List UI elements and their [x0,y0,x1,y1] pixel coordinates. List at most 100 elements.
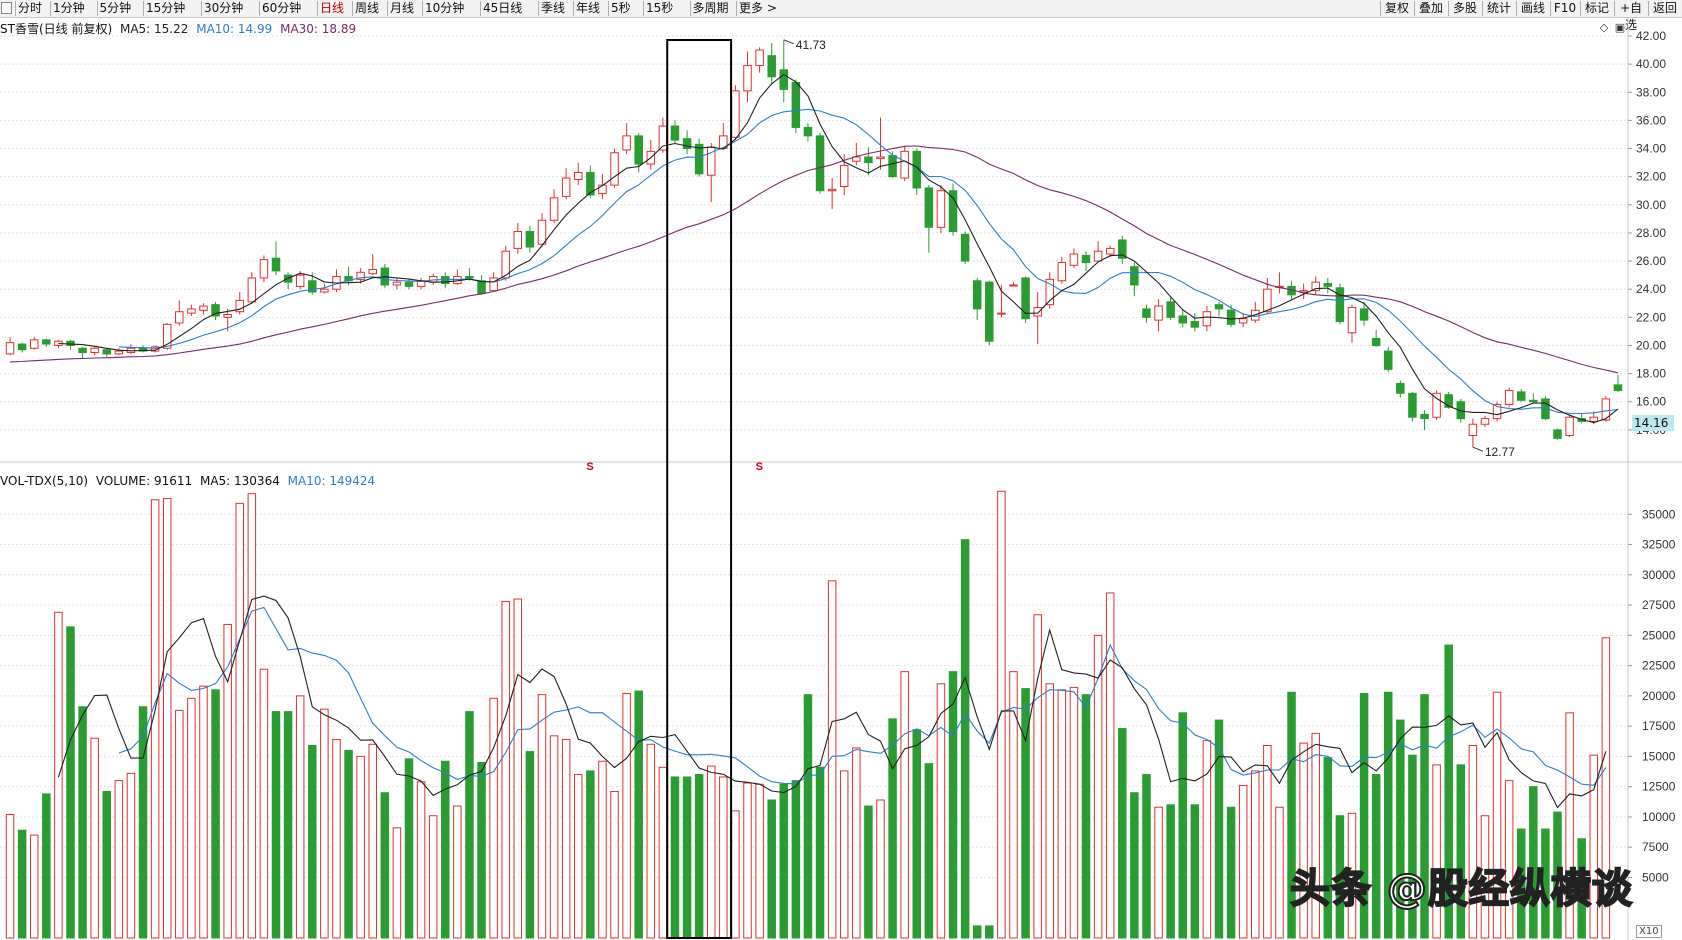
toolbar-button-2[interactable]: 多股 [1452,1,1477,15]
toolbar-separator [1516,1,1517,16]
toolbar-separator [1648,1,1649,16]
diamond-icon[interactable]: ◇ [1599,21,1609,34]
candle-body [199,305,208,311]
candle-body [223,314,232,318]
price-tick-label: 20.00 [1636,338,1666,352]
candle-body [211,304,220,317]
volume-bar [525,751,535,939]
volume-bar [1275,806,1284,939]
volume-bar [114,780,124,939]
candle-body [791,81,801,128]
candle-body [694,143,704,175]
period-tab-13[interactable]: 5秒 [611,1,631,15]
volume-bar [1105,592,1115,939]
volume-bar [1118,728,1127,939]
volume-bar [682,776,692,939]
volume-legend: VOL-TDX(5,10) VOLUME: 91611 MA5: 130364 … [0,474,379,488]
toolbar-separator [1550,1,1551,16]
volume-bar [308,745,317,939]
period-tab-3[interactable]: 15分钟 [146,1,186,15]
volume-bar [1033,614,1042,939]
dividend-marker: S [586,461,593,473]
candle-body [501,250,510,279]
candle-body [1311,281,1320,292]
toolbar-separator [608,1,609,16]
volume-bar [1057,689,1067,939]
period-tab-0[interactable]: 分时 [18,1,43,15]
period-tab-16[interactable]: 更多 > [739,1,777,15]
volume-bar [658,766,668,939]
volume-bar [489,697,498,939]
period-tab-10[interactable]: 45日线 [483,1,523,15]
volume-tick-label: 22500 [1642,659,1676,673]
volume-bar [827,580,837,939]
candle-body [561,177,571,197]
candle-body [1432,392,1441,418]
volume-bar [1093,634,1103,939]
period-tab-5[interactable]: 60分钟 [262,1,302,15]
maximize-icon[interactable]: ▣ [1614,21,1626,34]
period-tab-4[interactable]: 30分钟 [204,1,244,15]
period-tab-9[interactable]: 10分钟 [425,1,465,15]
candle-body [1154,305,1163,321]
candle-body [574,171,583,180]
candle-body [1480,418,1490,425]
candle-body [90,347,99,353]
volume-bar [622,692,631,939]
zoom-label[interactable]: X10 [1636,925,1662,938]
volume-bar [852,747,861,939]
volume-bar [706,765,716,939]
candle-body [295,274,305,287]
period-tab-12[interactable]: 年线 [576,1,601,15]
period-tab-11[interactable]: 季线 [541,1,566,15]
volume-bar [1553,811,1562,939]
watermark: 头条 @股经纵横谈 [1289,865,1633,913]
period-tab-8[interactable]: 月线 [390,1,415,15]
candle-body [924,187,934,228]
candle-body [150,346,160,352]
toolbar-separator [143,1,144,16]
volume-bar [138,706,148,939]
candle-body [1118,239,1127,259]
volume-tick-label: 27500 [1642,598,1676,612]
candle-body [1444,394,1453,408]
candle-body [682,138,692,150]
toolbar-button-0[interactable]: 复权 [1384,1,1409,15]
toolbar-button-4[interactable]: 画线 [1520,1,1545,15]
period-tab-15[interactable]: 多周期 [692,1,729,15]
candle-body [1565,416,1574,436]
volume-bar [501,600,510,939]
toolbar-button-8[interactable]: 返回 [1652,1,1677,15]
volume-tick-label: 20000 [1642,689,1676,703]
toolbar-separator [689,1,691,16]
volume-bar [924,763,934,939]
toolbar-button-1[interactable]: 叠加 [1418,1,1443,15]
candle-body [997,312,1006,315]
volume-bar [1492,691,1502,939]
candle-body [1384,350,1393,370]
panel-toggle-button[interactable] [1,2,12,14]
volume-bar [960,539,970,939]
volume-bar [1299,742,1308,939]
legend-ma5: MA5: 15.22 [119,22,189,36]
high-marker-label: 41.73 [796,38,826,52]
period-tab-7[interactable]: 周线 [355,1,380,15]
period-tab-2[interactable]: 5分钟 [99,1,132,15]
toolbar-button-3[interactable]: 统计 [1486,1,1511,15]
candle-body [404,281,414,287]
toolbar-button-7[interactable]: +自选 [1619,1,1643,32]
volume-bar [755,783,764,939]
period-tab-1[interactable]: 1分钟 [53,1,85,15]
volume-bar [1444,644,1453,939]
candle-body [1057,261,1067,282]
price-tick-label: 24.00 [1636,282,1666,296]
candle-body [1130,266,1139,286]
volume-bar [1529,786,1538,939]
candle-body [66,340,75,346]
toolbar-separator [538,1,539,16]
volume-bar [1045,683,1054,939]
period-tab-6[interactable]: 日线 [320,1,345,15]
toolbar-button-5[interactable]: F10 [1553,1,1577,15]
period-tab-14[interactable]: 15秒 [646,1,674,15]
toolbar-button-6[interactable]: 标记 [1584,1,1609,15]
